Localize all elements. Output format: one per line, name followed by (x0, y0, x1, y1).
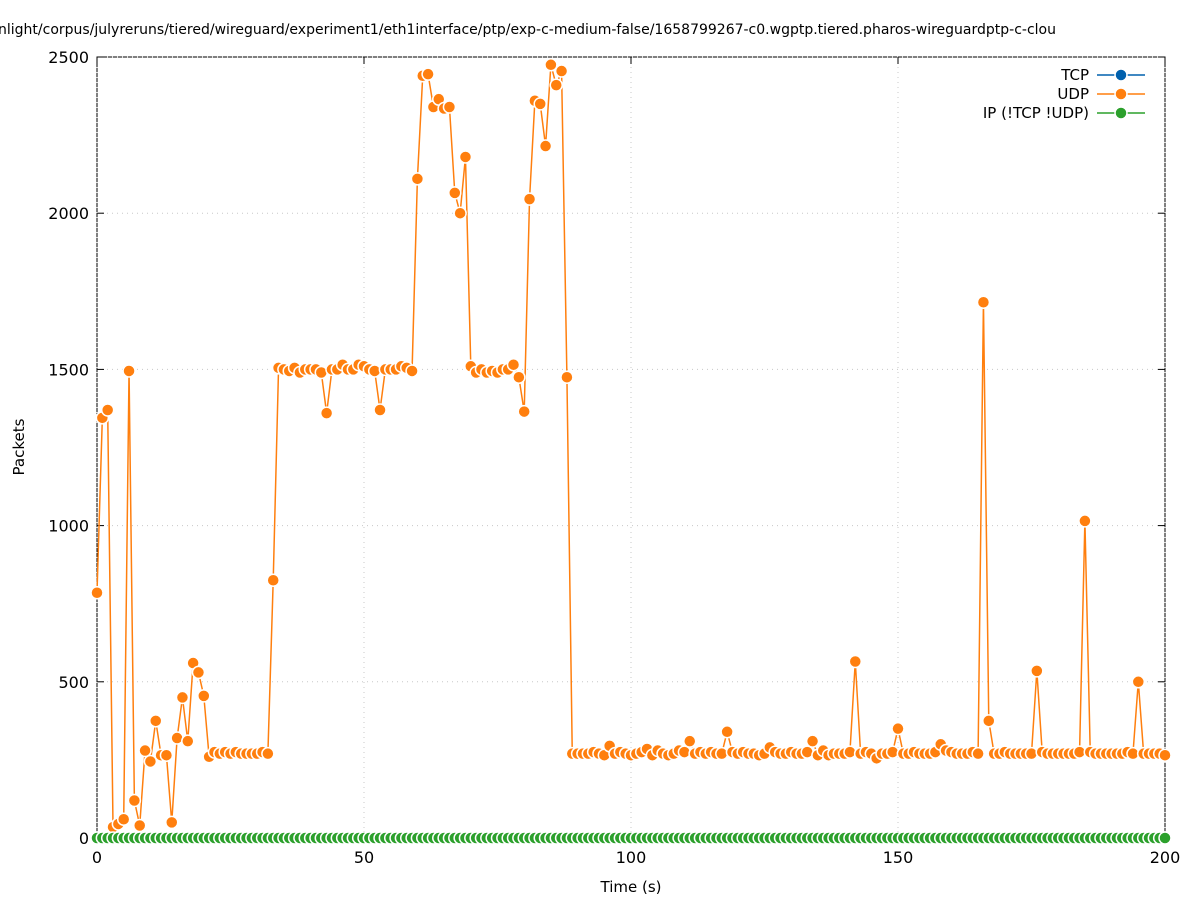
data-point (165, 815, 179, 830)
data-point (373, 403, 387, 417)
data-point (458, 150, 473, 164)
legend-label: TCP (1060, 66, 1089, 84)
data-point (682, 734, 697, 748)
data-point (1158, 831, 1172, 845)
y-tick-label: 1500 (48, 360, 89, 379)
data-point (848, 654, 863, 669)
y-tick-label: 2500 (48, 48, 89, 67)
data-point (891, 721, 905, 736)
data-point (805, 734, 820, 748)
data-point (319, 406, 334, 420)
data-point (976, 295, 991, 309)
legend-label: IP (!TCP !UDP) (983, 104, 1089, 122)
data-point (143, 754, 158, 769)
data-point (982, 714, 996, 728)
data-point (90, 586, 104, 600)
x-tick-label: 200 (1150, 848, 1181, 867)
data-point (506, 357, 521, 372)
legend-marker (1114, 106, 1128, 120)
y-axis-label: Packets (10, 418, 28, 475)
data-point (116, 812, 131, 827)
data-point (175, 690, 190, 705)
y-tick-label: 0 (79, 829, 89, 848)
y-tick-label: 500 (58, 673, 89, 692)
x-axis-label: Time (s) (600, 878, 662, 896)
x-tick-label: 0 (92, 848, 102, 867)
data-point (448, 186, 462, 200)
data-point (405, 364, 419, 378)
data-point (266, 573, 280, 588)
data-point (159, 748, 174, 762)
data-point (720, 725, 734, 739)
data-point (512, 370, 526, 384)
data-point (522, 192, 537, 206)
data-point (127, 793, 142, 808)
data-point (549, 78, 563, 92)
x-tick-label: 100 (616, 848, 647, 867)
x-tick-label: 150 (883, 848, 914, 867)
legend-marker (1114, 87, 1128, 101)
data-point (560, 370, 574, 384)
data-point (538, 139, 553, 153)
chart-title: nlight/corpus/julyreruns/tiered/wireguar… (0, 22, 1056, 38)
data-point (148, 714, 163, 728)
y-tick-label: 2000 (48, 204, 89, 223)
data-point (1131, 675, 1146, 689)
data-point (533, 97, 547, 111)
data-point (544, 58, 558, 72)
data-point (261, 746, 275, 761)
data-point (517, 404, 531, 419)
data-point (138, 743, 152, 758)
x-tick-label: 50 (354, 848, 374, 867)
data-point (421, 67, 435, 81)
data-point (453, 206, 467, 220)
data-point (554, 64, 569, 78)
data-point (191, 665, 206, 680)
data-point (197, 689, 211, 703)
data-point (971, 746, 985, 761)
legend-label: UDP (1057, 85, 1089, 103)
data-point (410, 172, 425, 186)
y-tick-label: 1000 (48, 517, 89, 536)
data-point (1078, 514, 1092, 528)
data-point (181, 734, 195, 748)
data-point (442, 100, 457, 114)
data-point (132, 818, 147, 833)
legend-marker (1114, 68, 1128, 82)
data-point (1030, 664, 1044, 678)
data-point (122, 364, 136, 378)
data-point (100, 403, 115, 417)
data-point (1158, 748, 1172, 762)
